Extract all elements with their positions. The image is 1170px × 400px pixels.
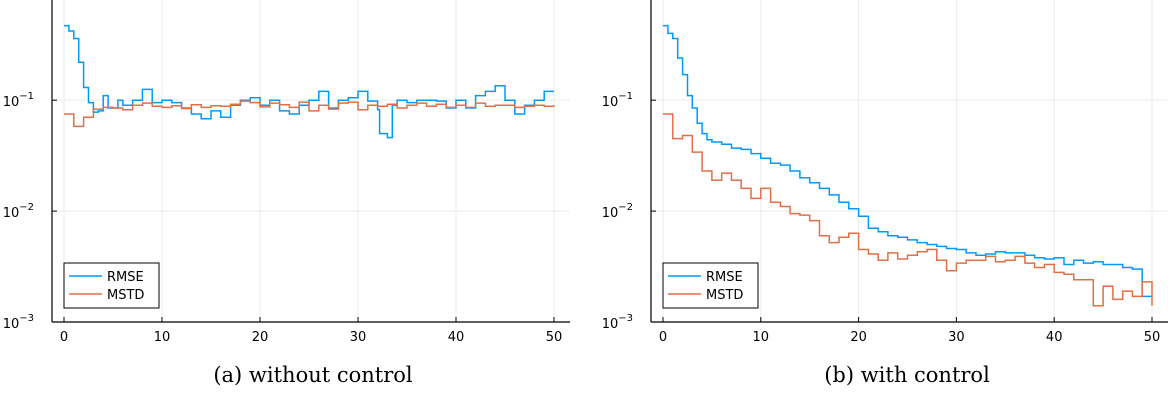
y-tick-label: 10−2 [3, 202, 34, 221]
panel-with-control: (b) with control 0 10 20 30 40 50 10−3 10−2 10−1… [602, 0, 1168, 387]
x-tick-label: 40 [1046, 330, 1063, 345]
x-tick-label: 20 [850, 330, 867, 345]
legend-label-rmse: RMSE [706, 270, 743, 285]
legend-label-mstd: MSTD [706, 288, 743, 303]
caption-a: (a) without control [213, 363, 413, 387]
legend-box [63, 262, 160, 309]
x-tick-label: 50 [1144, 330, 1161, 345]
x-tick-label: 0 [659, 330, 667, 345]
legend-box [662, 262, 759, 309]
x-tick-label: 10 [753, 330, 770, 345]
series-line-mstd [64, 100, 555, 128]
y-tick-label: 10−1 [3, 91, 34, 110]
x-tick-label: 20 [252, 330, 269, 345]
series-line-rmse [663, 24, 1152, 298]
x-tick-label: 30 [350, 330, 367, 345]
x-tick-label: 40 [448, 330, 465, 345]
y-tick-label: 10−3 [3, 313, 34, 332]
legend-label-rmse: RMSE [107, 270, 144, 285]
y-tick-label: 10−1 [602, 91, 633, 110]
series-line-rmse [64, 24, 554, 139]
x-tick-label: 30 [948, 330, 965, 345]
panel-without-control: (a) without control 0 10 20 30 40 50 10−3 10−2 1… [3, 0, 570, 387]
legend-label-mstd: MSTD [107, 288, 144, 303]
series-line-mstd [663, 113, 1153, 307]
x-tick-label: 10 [154, 330, 171, 345]
x-tick-label: 50 [546, 330, 563, 345]
y-tick-label: 10−2 [602, 202, 633, 221]
caption-b: (b) with control [824, 363, 990, 387]
y-tick-label: 10−3 [602, 313, 633, 332]
x-tick-label: 0 [60, 330, 68, 345]
